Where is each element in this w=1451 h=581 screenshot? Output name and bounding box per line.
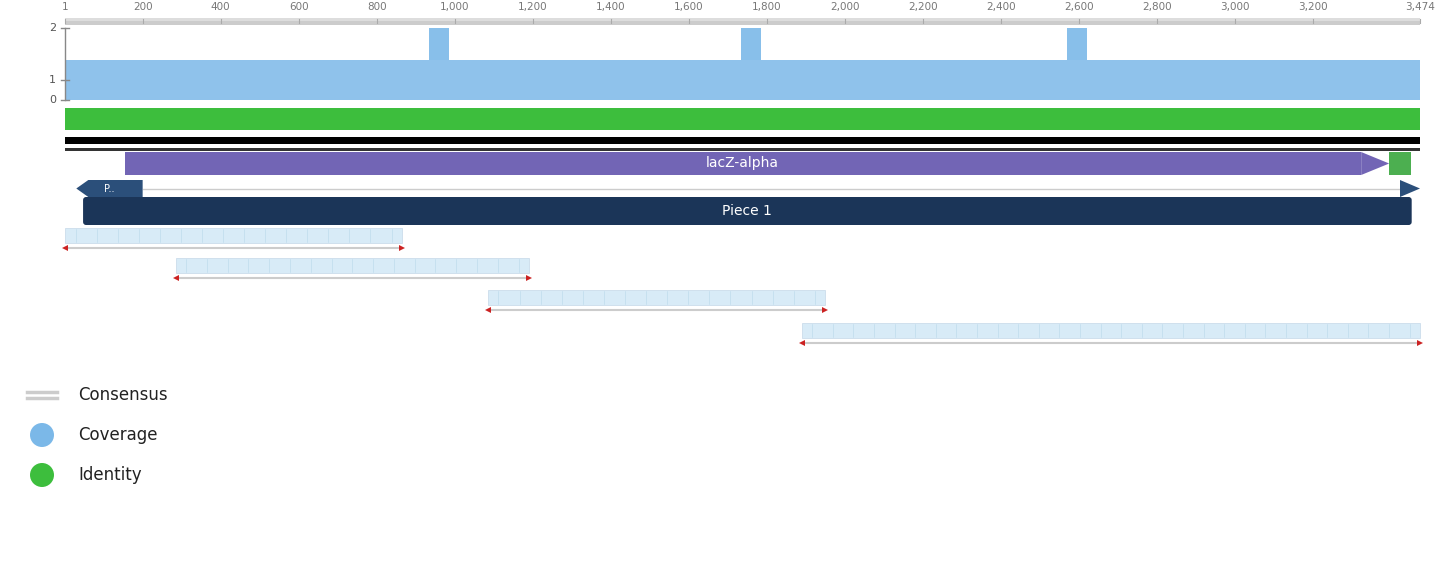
Bar xyxy=(802,323,1421,338)
Bar xyxy=(488,290,826,305)
Text: 1,400: 1,400 xyxy=(596,2,625,12)
Text: 2,200: 2,200 xyxy=(908,2,937,12)
Text: 3,000: 3,000 xyxy=(1220,2,1249,12)
Text: 2,400: 2,400 xyxy=(987,2,1016,12)
Bar xyxy=(1066,28,1087,60)
Text: 400: 400 xyxy=(210,2,231,12)
Text: 2,000: 2,000 xyxy=(830,2,859,12)
Text: 2,600: 2,600 xyxy=(1064,2,1094,12)
Text: 600: 600 xyxy=(289,2,309,12)
Text: 2,800: 2,800 xyxy=(1142,2,1172,12)
FancyBboxPatch shape xyxy=(83,197,1412,225)
Text: Coverage: Coverage xyxy=(78,426,158,444)
Text: 800: 800 xyxy=(367,2,386,12)
Text: Piece 1: Piece 1 xyxy=(723,204,772,218)
Text: Consensus: Consensus xyxy=(78,386,168,404)
Bar xyxy=(1389,152,1412,175)
Text: 3,474: 3,474 xyxy=(1405,2,1435,12)
Bar xyxy=(65,18,1421,22)
Polygon shape xyxy=(77,180,142,197)
Text: 1,800: 1,800 xyxy=(752,2,782,12)
Text: 1: 1 xyxy=(49,75,57,85)
Bar xyxy=(741,28,762,60)
Bar xyxy=(65,228,402,243)
Text: 0: 0 xyxy=(49,95,57,105)
Text: 1,600: 1,600 xyxy=(675,2,704,12)
Text: 200: 200 xyxy=(133,2,152,12)
Bar xyxy=(65,108,1421,130)
Polygon shape xyxy=(1400,180,1421,197)
Bar xyxy=(65,60,1421,100)
Circle shape xyxy=(30,463,54,487)
Bar xyxy=(65,148,1421,151)
Text: 1,000: 1,000 xyxy=(440,2,470,12)
Text: P..: P.. xyxy=(104,184,115,193)
Bar xyxy=(429,28,450,60)
Bar xyxy=(176,258,530,273)
Text: 1: 1 xyxy=(62,2,68,12)
Bar xyxy=(65,137,1421,144)
Text: lacZ-alpha: lacZ-alpha xyxy=(705,156,779,170)
Circle shape xyxy=(30,423,54,447)
Bar xyxy=(65,21,1421,25)
Text: 3,200: 3,200 xyxy=(1299,2,1328,12)
Text: Identity: Identity xyxy=(78,466,142,484)
Bar xyxy=(125,152,1361,175)
Polygon shape xyxy=(1361,152,1389,175)
Text: 2: 2 xyxy=(49,23,57,33)
Text: 1,200: 1,200 xyxy=(518,2,547,12)
